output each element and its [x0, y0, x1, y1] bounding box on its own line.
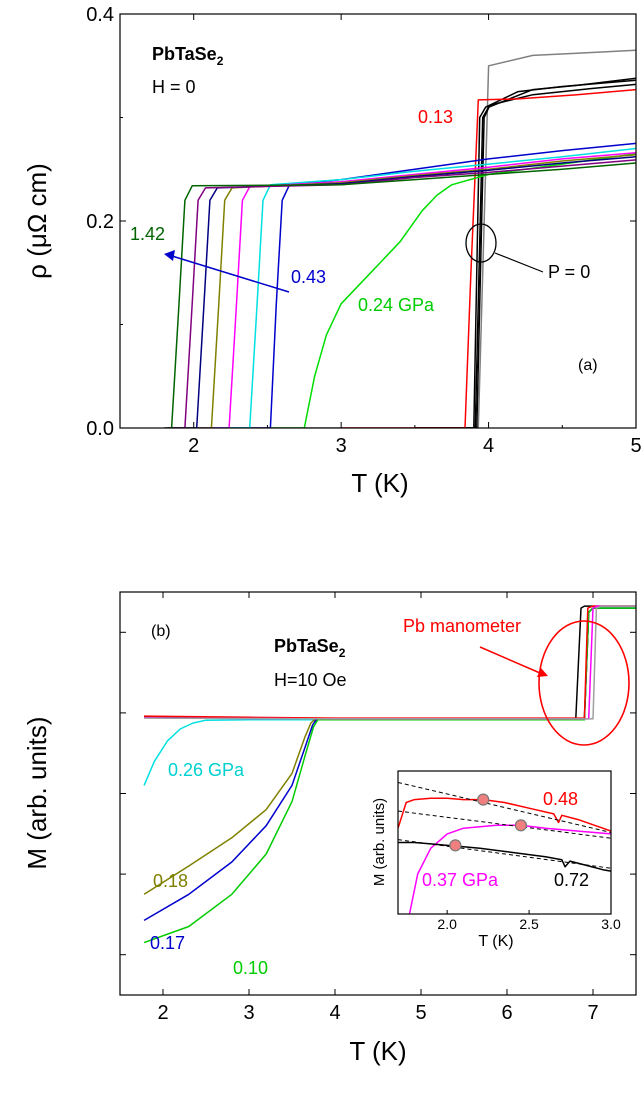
inset-label-0.37-gpa: 0.37 GPa: [422, 870, 499, 890]
panel-a-series-2: [414, 77, 636, 428]
panel-b-xtick-label: 4: [329, 1002, 340, 1024]
panel-a-series: [164, 49, 636, 428]
panel-a-ticks: 2 3 4 5 0.0 0.2 0.4: [86, 4, 641, 457]
inset-x-axis-label: T (K): [478, 933, 513, 950]
panel-a-series-10: [171, 156, 636, 428]
inset-label-0.48: 0.48: [543, 789, 578, 809]
inset-guide-1: [398, 810, 611, 839]
inset-ticks: 2.0 2.5 3.0: [437, 910, 621, 932]
label-0.17: 0.17: [150, 933, 185, 953]
panel-b-xtick-label: 6: [501, 1002, 512, 1024]
panel-a: 2 3 4 5 0.0 0.2 0.4 T (K) ρ (μΩ cm) PbTaSe2 H …: [22, 4, 641, 498]
panel-a-series-3: [414, 83, 636, 428]
inset-guide-2: [398, 839, 611, 869]
panel-a-series-1: [414, 79, 636, 428]
inset-frame: [397, 770, 612, 915]
label-0.13: 0.13: [418, 107, 453, 127]
panel-b-series-5: [144, 605, 636, 719]
inset-guide-0: [398, 781, 611, 833]
panel-a-series-5: [267, 152, 636, 428]
label-1.42: 1.42: [130, 224, 165, 244]
inset-label-0.72: 0.72: [554, 870, 589, 890]
label-0.26-gpa: 0.26 GPa: [168, 760, 245, 780]
label-0.10: 0.10: [233, 958, 268, 978]
panel-a-condition: H = 0: [152, 77, 196, 97]
panel-a-tag: (a): [578, 357, 598, 374]
inset-marker-1: [514, 819, 527, 832]
inset-background: [398, 771, 611, 914]
inset-marker-2: [449, 839, 462, 852]
panel-b-material: PbTaSe2: [274, 636, 346, 660]
inset-chart: 2.0 2.5 3.0 T (K) M (arb. units) 0.48 0.37…: [371, 770, 621, 950]
inset-marker-0: [477, 793, 490, 806]
p0-leader-line: [494, 252, 544, 273]
panel-a-series-11: [167, 159, 636, 428]
pressure-arrow: [171, 255, 290, 293]
panel-b-tag: (b): [151, 623, 171, 640]
panel-a-series-12: [164, 162, 636, 428]
label-0.24-gpa: 0.24 GPa: [358, 295, 435, 315]
pb-arrow: [479, 646, 541, 674]
panel-b-xtick-label: 5: [415, 1002, 426, 1024]
panel-a-series-7: [193, 147, 636, 428]
panel-b-xtick-label: 2: [157, 1002, 168, 1024]
panel-a-x-axis-label: T (K): [351, 468, 408, 498]
panel-b-xtick-label: 3: [243, 1002, 254, 1024]
panel-a-xtick-label: 5: [630, 435, 641, 457]
panel-b-series-6: [144, 605, 636, 720]
label-p-0: P = 0: [548, 262, 590, 282]
panel-b-series-3: [143, 607, 636, 944]
panel-a-ytick-label: 0.0: [86, 418, 114, 440]
panel-b-series-7: [144, 605, 636, 720]
panel-a-xtick-label: 3: [336, 435, 347, 457]
panel-a-series-0: [164, 49, 636, 428]
panel-a-ytick-label: 0.4: [86, 4, 114, 26]
panel-a-xtick-label: 2: [188, 435, 199, 457]
inset-series-1: [408, 824, 611, 914]
inset-xtick-label: 2.0: [437, 916, 457, 932]
pb-ellipse: [538, 620, 630, 746]
panel-a-series-9: [171, 154, 636, 428]
panel-a-xtick-label: 4: [483, 435, 494, 457]
label-0.43: 0.43: [291, 267, 326, 287]
panel-b-xtick-label: 7: [587, 1002, 598, 1024]
panel-a-material: PbTaSe2: [152, 44, 224, 68]
inset-xtick-label: 3.0: [601, 916, 621, 932]
p0-ellipse: [465, 223, 497, 263]
panel-a-series-4: [341, 88, 636, 428]
panel-b-series-0: [143, 607, 636, 786]
panel-b-series-4: [144, 605, 636, 720]
panel-b-x-axis-label: T (K): [349, 1036, 406, 1066]
panel-a-series-8: [193, 151, 636, 428]
panel-b-series: [143, 605, 636, 944]
label-pb-manometer: Pb manometer: [403, 616, 521, 636]
pressure-arrowhead: [164, 250, 175, 261]
inset-series: [398, 781, 611, 914]
inset-xtick-label: 2.5: [519, 916, 539, 932]
label-0.18: 0.18: [153, 871, 188, 891]
panel-b-condition: H=10 Oe: [274, 670, 347, 690]
inset-y-axis-label: M (arb. units): [371, 798, 388, 886]
inset-series-0: [398, 797, 611, 832]
panel-b-ticks: 2 3 4 5 6 7: [120, 592, 636, 1024]
panel-b-y-axis-label: M (arb. units): [22, 716, 52, 869]
panel-a-ytick-label: 0.2: [86, 211, 114, 233]
panel-a-y-axis-label: ρ (μΩ cm): [22, 163, 52, 279]
